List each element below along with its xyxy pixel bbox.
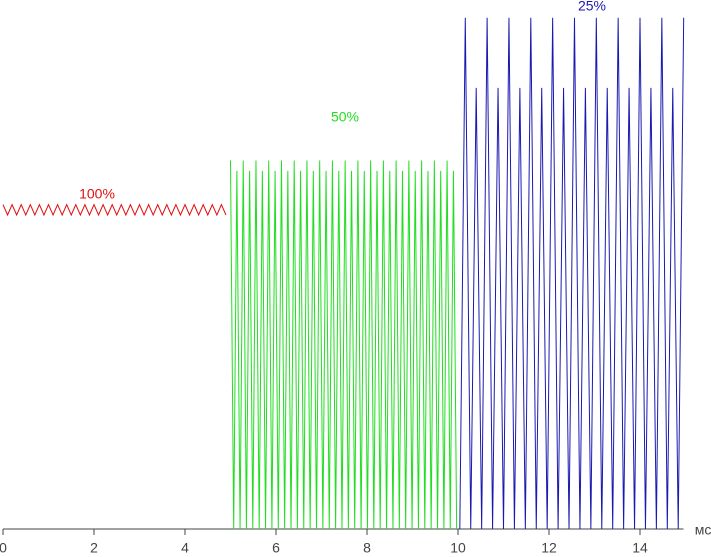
series-label: 50% [331,109,359,125]
x-tick-label: 8 [363,540,371,556]
x-tick-label: 4 [181,540,189,556]
waveform [2,203,227,217]
x-tick-label: 6 [272,540,280,556]
x-tick-label: 12 [541,540,557,556]
x-tick-label: 14 [632,540,648,556]
waveform [230,160,458,530]
series-label: 100% [79,186,115,202]
series-label: 25% [578,0,606,14]
waveform [459,17,685,530]
x-tick-label: 0 [0,540,7,556]
x-tick-label: 2 [90,540,98,556]
x-axis-label: мс [695,522,711,538]
x-tick-label: 10 [450,540,466,556]
